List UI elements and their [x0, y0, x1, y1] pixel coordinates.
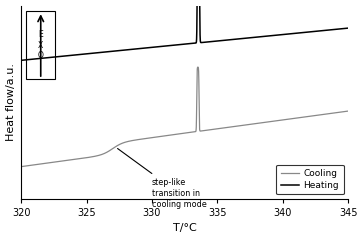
- Heating: [215, 40, 220, 43]
- Text: step-like
transition in
cooling mode: step-like transition in cooling mode: [118, 148, 207, 209]
- Cooling: [288, 118, 292, 120]
- Heating: [346, 27, 350, 30]
- Cooling: [346, 110, 350, 113]
- Cooling: [232, 125, 236, 128]
- Cooling: [196, 66, 200, 69]
- Heating: [232, 38, 236, 41]
- Heating: [144, 47, 148, 49]
- Cooling: [144, 137, 148, 140]
- Heating: [263, 35, 268, 38]
- Cooling: [215, 127, 220, 130]
- X-axis label: T/°C: T/°C: [173, 223, 196, 234]
- Text: E
X
O: E X O: [38, 30, 44, 60]
- Heating: [19, 59, 23, 62]
- Cooling: [78, 157, 83, 160]
- Legend: Cooling, Heating: Cooling, Heating: [277, 165, 344, 194]
- Line: Heating: Heating: [21, 0, 348, 60]
- Heating: [78, 53, 83, 56]
- Heating: [288, 33, 292, 35]
- Cooling: [263, 121, 268, 124]
- Y-axis label: Heat flow/a.u.: Heat flow/a.u.: [5, 63, 16, 141]
- Cooling: [19, 165, 23, 168]
- Line: Cooling: Cooling: [21, 67, 348, 167]
